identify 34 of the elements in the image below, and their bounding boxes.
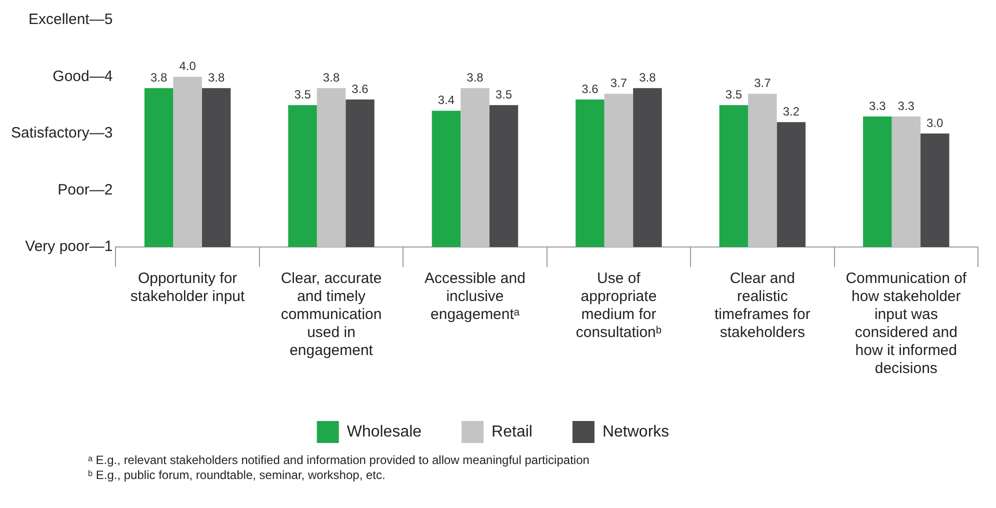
data-label: 3.7 (610, 76, 628, 90)
data-label: 3.0 (926, 116, 944, 130)
legend-label: Wholesale (346, 423, 422, 440)
data-label: 3.3 (869, 98, 886, 113)
data-label: 3.3 (898, 98, 915, 113)
legend-label: Retail (492, 423, 532, 440)
y-tick-label: Satisfactory—3 (10, 124, 113, 142)
data-label: 3.6 (582, 82, 599, 96)
y-tick-label: Poor—2 (58, 181, 113, 198)
data-label: 3.7 (754, 76, 772, 90)
y-tick-label: Good—4 (52, 68, 113, 85)
text: ᵇ E.g., public forum, roundtable, seminar, workshop, etc. (88, 468, 386, 483)
x-tick-label: Clear, accurate and timely communication used in engagement (280, 270, 382, 360)
data-label: 3.4 (438, 93, 455, 108)
data-label: 3.8 (466, 70, 484, 84)
x-tick-label: Use of appropriate medium for consultationᵇ (576, 270, 662, 342)
data-label: 3.5 (495, 87, 512, 102)
data-label: 3.8 (322, 70, 340, 84)
data-label: 3.8 (150, 70, 168, 84)
legend-label: Networks (602, 423, 670, 440)
data-label: 3.8 (639, 70, 656, 84)
data-label: 4.0 (179, 59, 196, 74)
y-tick-label: Very poor—1 (25, 238, 113, 256)
text: ᵃ E.g., relevant stakeholders notified and information provided to allow meaningful participation (88, 453, 590, 468)
data-label: 3.8 (208, 70, 225, 84)
y-tick-label: Excellent—5 (28, 11, 113, 28)
data-label: 3.6 (352, 82, 369, 96)
x-tick-label: Accessible and inclusive engagementᵃ (424, 270, 526, 324)
data-label: 3.5 (725, 87, 742, 102)
x-tick-label: Communication of how stakeholder input was considered and how it informed decisions (846, 270, 968, 378)
x-tick-label: Clear and realistic timeframes for stakeholders (714, 270, 810, 342)
data-label: 3.5 (294, 87, 312, 102)
x-tick-label: Opportunity for stakeholder input (130, 270, 246, 306)
data-label: 3.2 (782, 104, 800, 118)
